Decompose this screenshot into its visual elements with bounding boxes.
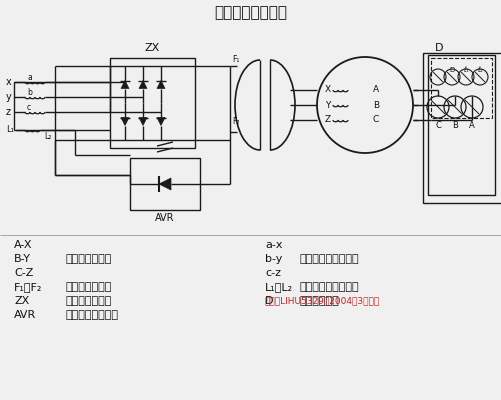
- Text: F₁: F₁: [232, 55, 239, 64]
- Text: a-x: a-x: [265, 240, 283, 250]
- Polygon shape: [157, 118, 165, 126]
- Bar: [110, 58, 195, 148]
- Text: 发电机接线板: 发电机接线板: [300, 296, 340, 306]
- Text: L₁: L₁: [6, 126, 14, 134]
- Text: D: D: [449, 67, 454, 73]
- Text: AVR: AVR: [155, 213, 175, 223]
- Text: A: A: [469, 121, 475, 130]
- Text: F₁，F₂: F₁，F₂: [14, 282, 43, 292]
- Polygon shape: [121, 118, 129, 126]
- Polygon shape: [159, 178, 171, 190]
- Text: D: D: [435, 43, 443, 53]
- Text: C: C: [373, 116, 379, 124]
- Text: L₁，L₂: L₁，L₂: [265, 282, 293, 292]
- Bar: [428, 55, 495, 195]
- Text: 此图为LIHU5329于2004年3月整理: 此图为LIHU5329于2004年3月整理: [265, 296, 380, 305]
- Text: 无刷发电机接线图: 无刷发电机接线图: [214, 5, 288, 20]
- Text: 旋转硅整流元件: 旋转硅整流元件: [66, 296, 112, 306]
- Text: b-y: b-y: [265, 254, 283, 264]
- Polygon shape: [157, 80, 165, 88]
- Text: 发电机电枢绕组: 发电机电枢绕组: [66, 254, 112, 264]
- Text: ZX: ZX: [144, 43, 160, 53]
- Text: C: C: [435, 121, 441, 130]
- Polygon shape: [139, 80, 147, 88]
- Text: A: A: [373, 86, 379, 94]
- Text: x: x: [6, 77, 12, 87]
- Text: 交流励磁机电枢绕组: 交流励磁机电枢绕组: [300, 254, 360, 264]
- Text: B: B: [373, 100, 379, 110]
- Text: D: D: [265, 296, 274, 306]
- Text: ℓ₁: ℓ₁: [463, 67, 469, 73]
- Text: Z: Z: [325, 116, 331, 124]
- Text: X: X: [325, 86, 331, 94]
- Bar: [431, 58, 492, 118]
- Text: c: c: [27, 103, 31, 112]
- Text: b: b: [27, 88, 32, 97]
- Text: z: z: [6, 107, 11, 117]
- Text: Y: Y: [325, 100, 330, 110]
- Bar: [130, 158, 200, 210]
- Text: c-z: c-z: [265, 268, 281, 278]
- Text: B: B: [452, 121, 458, 130]
- Text: A-X: A-X: [14, 240, 33, 250]
- Text: F₂: F₂: [232, 117, 239, 126]
- Text: 可控硅励磁调节器: 可控硅励磁调节器: [66, 310, 119, 320]
- Text: y: y: [6, 92, 12, 102]
- Text: L₂: L₂: [44, 132, 52, 141]
- Text: a: a: [27, 73, 32, 82]
- Text: AVR: AVR: [14, 310, 36, 320]
- Text: B-Y: B-Y: [14, 254, 31, 264]
- Bar: [423, 53, 501, 203]
- Text: C-Z: C-Z: [14, 268, 34, 278]
- Text: ℓ₂: ℓ₂: [477, 67, 483, 73]
- Text: 交流励磁机磁场绕组: 交流励磁机磁场绕组: [300, 282, 360, 292]
- Text: ZX: ZX: [14, 296, 29, 306]
- Text: 发电机磁场绕组: 发电机磁场绕组: [66, 282, 112, 292]
- Polygon shape: [139, 118, 147, 126]
- Polygon shape: [121, 80, 129, 88]
